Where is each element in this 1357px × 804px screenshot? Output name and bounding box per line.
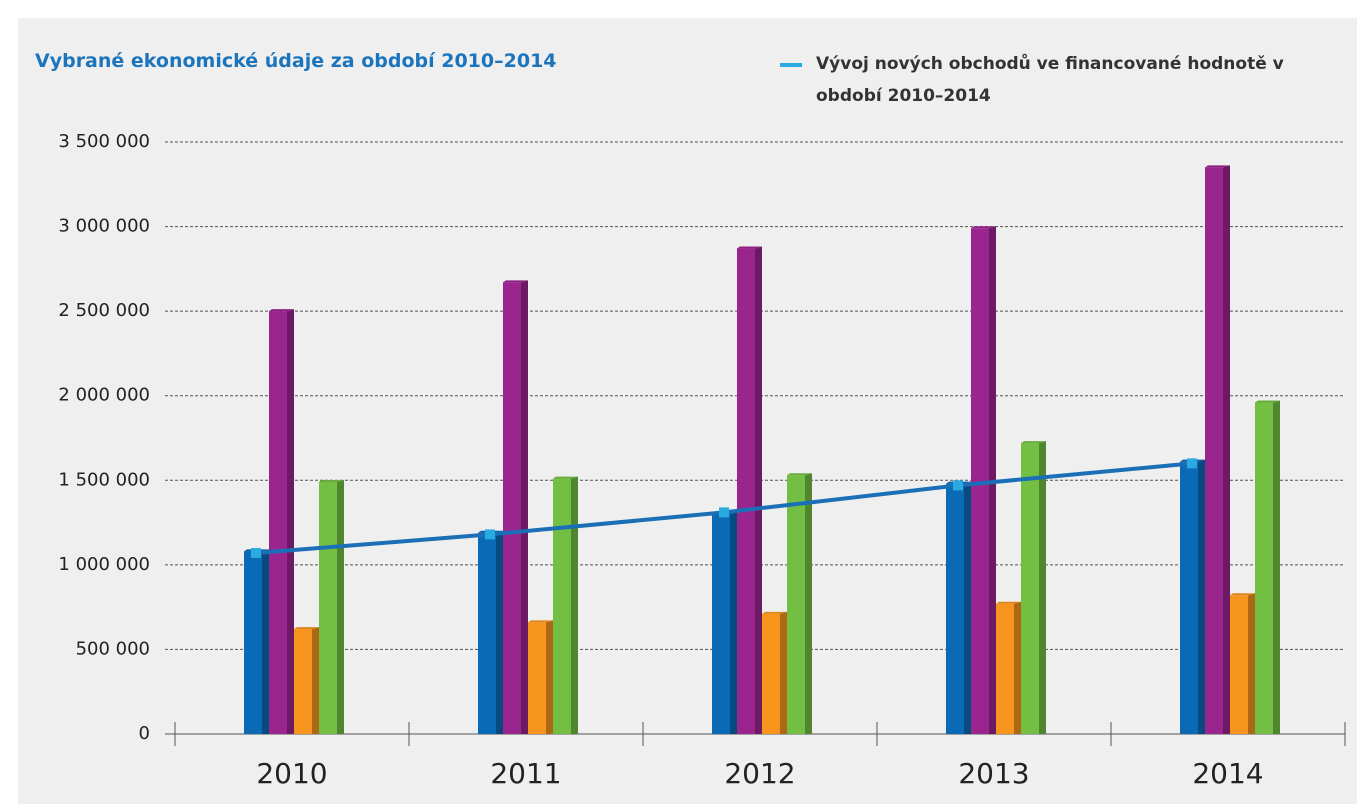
bar-front: [1230, 595, 1248, 734]
bar-front: [1180, 461, 1198, 734]
y-tick-label: 1 000 000: [58, 554, 150, 575]
bar-side: [1039, 441, 1046, 734]
bar-front: [787, 475, 805, 734]
background: [18, 18, 1357, 804]
bar: [1205, 165, 1230, 734]
bar-side: [730, 512, 737, 734]
bar-top: [503, 280, 528, 283]
bar-side: [1248, 593, 1255, 734]
bar-top: [1255, 400, 1280, 403]
bar-front: [1205, 167, 1223, 734]
bar: [971, 226, 996, 734]
bar: [1021, 441, 1046, 734]
bar-front: [503, 282, 521, 734]
bar-side: [964, 481, 971, 734]
bar: [528, 620, 553, 734]
bar-side: [496, 530, 503, 734]
bar-side: [521, 280, 528, 734]
bar-side: [1014, 601, 1021, 734]
bar: [712, 512, 737, 734]
line-marker: [485, 529, 495, 540]
bar-side: [780, 611, 787, 734]
bar: [553, 476, 578, 734]
bar-front: [269, 311, 287, 734]
bar-side: [312, 627, 319, 734]
bar-side: [337, 479, 344, 734]
bar-front: [528, 622, 546, 734]
line-marker: [719, 507, 729, 518]
bar-front: [971, 228, 989, 734]
bar-front: [712, 514, 730, 734]
bar-front: [1255, 402, 1273, 734]
bar-top: [553, 476, 578, 479]
x-tick-label: 2013: [958, 757, 1029, 790]
bar: [319, 479, 344, 734]
bar-front: [946, 483, 964, 734]
bar: [1255, 400, 1280, 734]
legend-key: [780, 63, 802, 67]
bar-top: [737, 246, 762, 249]
bar-front: [762, 613, 780, 734]
y-tick-label: 3 500 000: [58, 131, 150, 152]
bar-top: [319, 479, 344, 482]
chart-title: Vybrané ekonomické údaje za období 2010–…: [35, 50, 557, 72]
line-marker: [251, 548, 261, 559]
bar-front: [553, 478, 571, 734]
bar: [503, 280, 528, 734]
bar-side: [1223, 165, 1230, 734]
x-tick-label: 2014: [1192, 757, 1263, 790]
legend-entry: Vývoj nových obchodů ve financované hodn…: [816, 54, 1284, 106]
bar: [269, 309, 294, 734]
bar-side: [1273, 400, 1280, 734]
bar-side: [1198, 459, 1205, 734]
y-tick-label: 0: [139, 723, 150, 744]
x-tick-label: 2012: [724, 757, 795, 790]
bar-front: [996, 603, 1014, 734]
bar-top: [528, 620, 553, 623]
bar-side: [287, 309, 294, 734]
bar-top: [1230, 593, 1255, 596]
bar-top: [971, 226, 996, 229]
bar: [762, 611, 787, 734]
bar-side: [805, 473, 812, 734]
bar-side: [755, 246, 762, 734]
bar-top: [787, 473, 812, 476]
y-tick-label: 3 000 000: [58, 216, 150, 237]
bar: [787, 473, 812, 734]
bar-top: [1205, 165, 1230, 168]
x-tick-label: 2010: [256, 757, 327, 790]
bar-top: [269, 309, 294, 312]
bar-side: [262, 549, 269, 734]
bar-front: [478, 532, 496, 734]
bar-front: [1021, 443, 1039, 734]
bar-top: [1021, 441, 1046, 444]
y-tick-label: 500 000: [76, 638, 150, 659]
bar-front: [244, 551, 262, 734]
y-tick-label: 1 500 000: [58, 469, 150, 490]
bar-front: [294, 629, 312, 734]
bar-side: [571, 476, 578, 734]
bar: [737, 246, 762, 734]
bar-top: [294, 627, 319, 630]
bar-side: [546, 620, 553, 734]
bar: [244, 549, 269, 734]
bar: [1180, 459, 1205, 734]
bar-front: [737, 248, 755, 734]
bar: [478, 530, 503, 734]
bar: [946, 481, 971, 734]
bar: [996, 601, 1021, 734]
y-tick-label: 2 500 000: [58, 300, 150, 321]
bar-top: [762, 611, 787, 614]
bar: [294, 627, 319, 734]
line-marker: [953, 480, 963, 491]
x-tick-label: 2011: [490, 757, 561, 790]
y-tick-label: 2 000 000: [58, 385, 150, 406]
line-marker: [1187, 458, 1197, 469]
bar-front: [319, 481, 337, 734]
bar-top: [996, 601, 1021, 604]
bar: [1230, 593, 1255, 734]
